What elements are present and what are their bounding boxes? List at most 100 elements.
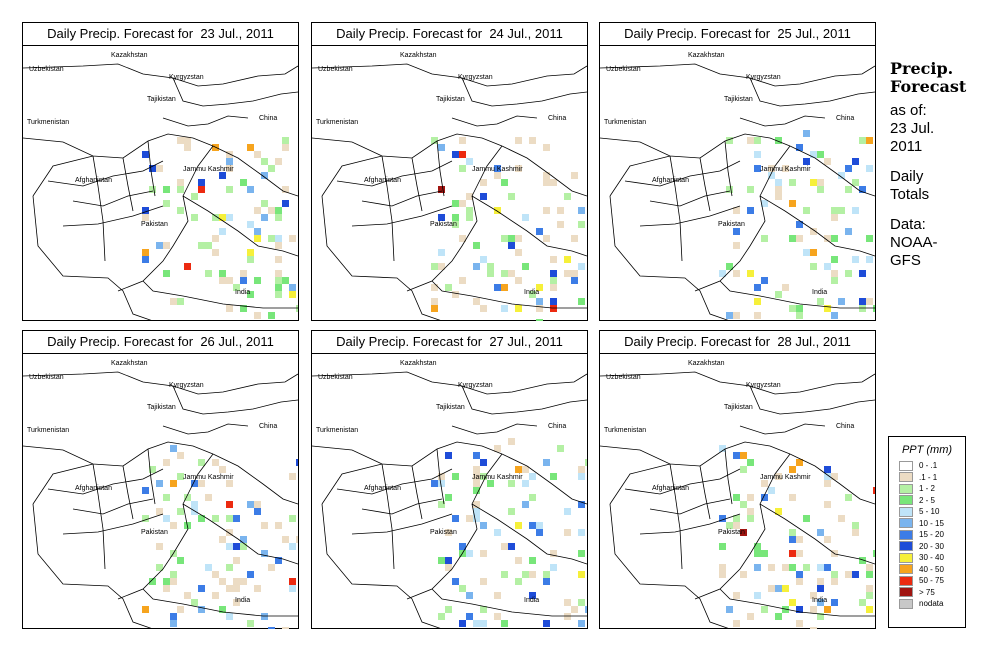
precip-cell: [747, 186, 754, 193]
precip-cell: [163, 200, 170, 207]
precip-cell: [275, 284, 282, 291]
precip-cell: [796, 571, 803, 578]
precip-cell: [733, 270, 740, 277]
precip-cell: [768, 564, 775, 571]
precip-cell: [866, 564, 873, 571]
border-line: [147, 140, 156, 197]
precip-map: Kazakhstan Uzbekistan Kyrgyzstan Tajikistan…: [23, 52, 298, 321]
map-label-pakistan: Pakistan: [141, 529, 168, 536]
precip-cell: [261, 214, 268, 221]
precip-cell: [740, 501, 747, 508]
precip-cell: [796, 606, 803, 613]
precip-cell: [775, 186, 782, 193]
precip-cell: [254, 508, 261, 515]
precip-cell: [438, 613, 445, 620]
precip-cell: [184, 263, 191, 270]
precip-cell: [296, 536, 298, 543]
precip-cell: [578, 221, 585, 228]
map-label-tajikistan: Tajikistan: [436, 96, 465, 103]
precip-cell: [247, 144, 254, 151]
precip-cell: [163, 515, 170, 522]
precip-cell: [571, 172, 578, 179]
precip-cell: [845, 228, 852, 235]
border-line: [212, 145, 298, 197]
precip-cell: [163, 494, 170, 501]
map-label-kazakhstan: Kazakhstan: [111, 52, 148, 59]
border-line: [162, 423, 249, 435]
precip-cell: [431, 284, 438, 291]
precip-cell: [438, 480, 445, 487]
precip-cell: [501, 284, 508, 291]
precip-cell: [775, 193, 782, 200]
precip-cell: [515, 165, 522, 172]
border-line: [336, 160, 453, 187]
precip-cell: [824, 235, 831, 242]
precip-cell: [219, 606, 226, 613]
precip-cell: [831, 214, 838, 221]
precip-cell: [240, 270, 247, 277]
precip-cell: [796, 550, 803, 557]
border-line: [351, 205, 453, 227]
map-label-jammu_kashmir: Jammu Kashmir: [183, 166, 234, 173]
precip-cell: [198, 186, 205, 193]
precip-cell: [282, 536, 289, 543]
precip-cell: [845, 165, 852, 172]
legend-label: 2 - 5: [919, 495, 936, 505]
precip-cell: [817, 529, 824, 536]
precip-cell: [796, 459, 803, 466]
precip-cell: [226, 585, 233, 592]
border-line: [724, 448, 733, 505]
precip-cell: [431, 263, 438, 270]
precip-cell: [163, 242, 170, 249]
border-line: [72, 498, 154, 515]
precip-cell: [550, 564, 557, 571]
border-line: [172, 385, 298, 415]
precip-cell: [226, 501, 233, 508]
precip-cell: [817, 613, 824, 620]
precip-cell: [733, 515, 740, 522]
precip-cell: [550, 298, 557, 305]
precip-cell: [480, 193, 487, 200]
border-line: [739, 115, 826, 127]
precip-cell: [445, 494, 452, 501]
precip-cell: [550, 550, 557, 557]
precip-cell: [254, 235, 261, 242]
precip-cell: [845, 494, 852, 501]
precip-cell: [170, 613, 177, 620]
precip-cell: [198, 242, 205, 249]
precip-cell: [733, 242, 740, 249]
precip-cell: [445, 557, 452, 564]
precip-cell: [142, 207, 149, 214]
precip-cell: [817, 585, 824, 592]
map-label-kazakhstan: Kazakhstan: [688, 360, 725, 367]
precip-cell: [859, 305, 866, 312]
precip-cell: [859, 557, 866, 564]
precip-cell: [782, 564, 789, 571]
precip-cell: [775, 585, 782, 592]
legend-label: > 75: [919, 587, 935, 597]
precip-cell: [564, 613, 571, 620]
precip-cell: [550, 284, 557, 291]
legend-item: 30 - 40: [899, 552, 965, 564]
precip-cell: [466, 515, 473, 522]
legend-label: 15 - 20: [919, 530, 944, 540]
precip-cell: [761, 235, 768, 242]
precip-cell: [480, 578, 487, 585]
border-line: [117, 453, 214, 600]
precip-cell: [149, 165, 156, 172]
forecast-panel-jul-28: Daily Precip. Forecast for 28 Jul., 2011…: [599, 330, 876, 629]
map-label-india: India: [235, 597, 250, 604]
border-line: [92, 463, 106, 570]
precip-cell: [508, 508, 515, 515]
border-line: [406, 145, 503, 292]
precip-cell: [289, 585, 296, 592]
precip-cell: [789, 529, 796, 536]
precip-cell: [170, 298, 177, 305]
border-line: [32, 195, 154, 321]
precip-cell: [515, 305, 522, 312]
map-label-pakistan: Pakistan: [718, 221, 745, 228]
precip-cell: [529, 473, 536, 480]
precip-cell: [254, 501, 261, 508]
precip-cell: [543, 172, 550, 179]
precip-cell: [578, 620, 585, 627]
